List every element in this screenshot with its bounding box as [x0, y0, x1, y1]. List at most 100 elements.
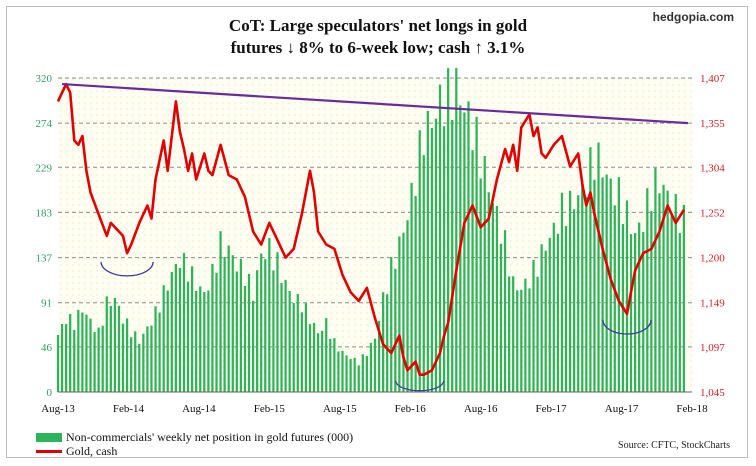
bar [109, 305, 112, 392]
bar [491, 203, 494, 392]
bar [296, 294, 299, 392]
bar [186, 281, 190, 392]
bar [377, 320, 381, 392]
bar [316, 333, 320, 392]
bar [638, 222, 641, 392]
left-axis-tick-label: 46 [41, 342, 53, 354]
bar [60, 323, 64, 392]
bar [89, 318, 92, 392]
right-axis-tick-label: 1,355 [700, 118, 725, 130]
bar [65, 324, 68, 392]
bar [544, 250, 547, 392]
bar [442, 126, 446, 393]
bar [402, 232, 405, 392]
bar [227, 245, 230, 392]
bar [231, 255, 234, 392]
bar [203, 292, 206, 392]
bar [516, 290, 519, 392]
bar [268, 237, 271, 392]
bar [174, 263, 177, 392]
bar [69, 313, 72, 392]
left-axis-tick-label: 183 [36, 207, 53, 219]
bar [625, 200, 629, 392]
bar [560, 192, 564, 392]
left-axis-tick-label: 274 [36, 118, 53, 130]
bar [182, 252, 186, 392]
bar [471, 150, 474, 392]
legend-line-label: Gold, cash [66, 443, 118, 458]
chart-title-line1: CoT: Large speculators' net longs in gol… [228, 16, 528, 35]
x-axis-tick-label: Feb-16 [395, 403, 427, 415]
bar [678, 233, 681, 392]
bar [589, 147, 592, 392]
bar [345, 355, 348, 392]
bar [73, 330, 76, 392]
bar [369, 342, 373, 392]
bar [56, 335, 60, 392]
bar [593, 179, 596, 392]
bar [365, 356, 368, 392]
bar [528, 288, 531, 392]
bar [272, 270, 275, 392]
bar [162, 285, 165, 392]
bar [101, 325, 104, 392]
right-axis-tick-label: 1,200 [700, 252, 725, 264]
bar [105, 296, 108, 392]
bar [85, 314, 88, 392]
bar [430, 127, 434, 392]
bar [479, 178, 482, 392]
bar [93, 332, 96, 392]
bar [349, 358, 352, 392]
left-axis-tick-label: 0 [47, 387, 53, 399]
bar [199, 286, 202, 392]
bar [239, 258, 243, 392]
bar [426, 110, 429, 392]
x-axis-tick-label: Feb-17 [536, 403, 568, 415]
trough-arc [395, 380, 445, 392]
trough-arc [100, 261, 154, 277]
bar [215, 272, 218, 392]
bar [357, 365, 360, 392]
x-axis-tick-label: Aug-17 [605, 403, 639, 415]
bar [674, 193, 677, 392]
bar [125, 318, 129, 392]
right-axis-tick-label: 1,045 [700, 387, 725, 399]
bar [97, 327, 100, 392]
bar [195, 290, 198, 392]
bar [577, 195, 580, 392]
bar [507, 276, 511, 392]
legend-item-line: Gold, cash [36, 444, 353, 458]
bar [503, 230, 507, 392]
left-axis-tick-label: 137 [36, 253, 53, 265]
bar [117, 305, 121, 392]
bar [353, 357, 356, 392]
left-axis-tick-label: 229 [36, 162, 53, 174]
x-axis-tick-label: Aug-15 [323, 403, 357, 415]
right-axis-tick-label: 1,252 [700, 208, 725, 220]
bar [418, 130, 421, 393]
bar [512, 276, 515, 392]
bar [568, 190, 572, 392]
bar [288, 291, 291, 392]
bar [422, 155, 425, 392]
bar [601, 177, 604, 392]
bar [337, 351, 340, 392]
bar [447, 68, 450, 392]
bar [207, 290, 210, 392]
bar [617, 177, 620, 392]
x-axis-tick-label: Aug-16 [464, 403, 498, 415]
legend: Non-commercials' weekly net position in … [36, 430, 353, 458]
bar [556, 233, 560, 392]
bar [361, 354, 364, 392]
bar [251, 300, 255, 392]
source-credit: Source: CFTC, StockCharts [618, 440, 730, 451]
bar [463, 112, 466, 392]
bar [235, 271, 238, 392]
legend-bars-label: Non-commercials' weekly net position in … [66, 429, 354, 444]
bar [629, 234, 633, 392]
bar [642, 232, 645, 392]
bar [256, 270, 259, 392]
bar [434, 118, 438, 392]
bar [300, 312, 303, 392]
